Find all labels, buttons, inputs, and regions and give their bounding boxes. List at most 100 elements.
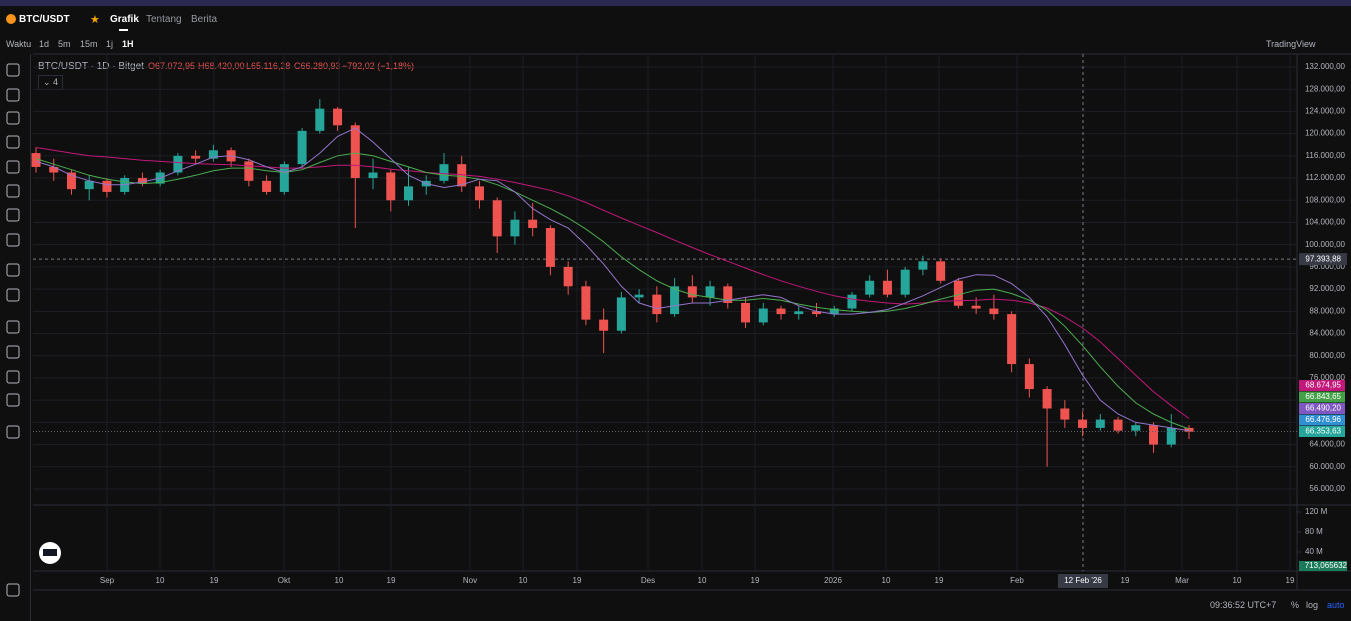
candle-body — [563, 266, 573, 287]
candle-body — [102, 180, 112, 192]
candle-body — [1007, 314, 1017, 365]
percent-toggle[interactable]: % — [1291, 600, 1300, 610]
candle-body — [510, 219, 520, 237]
left-toolbar — [0, 54, 31, 621]
tool-icon — [6, 263, 20, 277]
candle-body — [439, 164, 449, 181]
x-tick-label: 10 — [882, 576, 891, 585]
crosshair-label-bg — [1299, 253, 1347, 266]
y-tick-label: 84.000,00 — [1309, 329, 1345, 338]
candle-body — [581, 286, 591, 320]
tool-icon — [6, 370, 20, 384]
frame-top — [0, 0, 1351, 6]
legend-change: −792,02 (−1,18%) — [342, 61, 415, 71]
y-tick-label: 132.000,00 — [1305, 62, 1346, 71]
candle-body — [49, 166, 59, 173]
x-tick-label: 10 — [156, 576, 165, 585]
candle-body — [84, 180, 94, 190]
price-label-bg — [1299, 380, 1345, 392]
candle-body — [794, 311, 804, 315]
candle-body — [528, 219, 538, 229]
x-tick-label: 2026 — [824, 576, 842, 585]
candle-body — [989, 308, 999, 315]
candle-body — [652, 294, 662, 315]
tv-logo-mark — [43, 549, 57, 556]
symbol[interactable]: BTC/USDT — [19, 14, 70, 25]
moving-average — [35, 127, 1190, 432]
candle-body — [492, 200, 502, 237]
tool-icon — [6, 288, 20, 302]
candle-body — [333, 108, 343, 126]
candle-body — [882, 280, 892, 295]
star[interactable]: ★ — [90, 14, 100, 26]
x-tick-label: 19 — [573, 576, 582, 585]
tab[interactable]: Tentang — [146, 14, 182, 25]
brand[interactable]: TradingView — [1266, 39, 1316, 49]
tool-icon — [6, 208, 20, 222]
toolbar-item[interactable]: Waktu — [6, 39, 32, 49]
y-tick-label: 108.000,00 — [1305, 195, 1346, 204]
toolbar-item[interactable]: 1j — [106, 39, 114, 49]
candle-body — [776, 308, 786, 315]
tool-icon — [6, 184, 20, 198]
legend-open: O67.072,95 — [148, 61, 196, 71]
candle-body — [687, 286, 697, 298]
x-tick-label: Feb — [1010, 576, 1024, 585]
x-tick-label: 10 — [1233, 576, 1242, 585]
candle-body — [545, 228, 555, 267]
candle-body — [66, 172, 76, 190]
candle-body — [741, 302, 751, 323]
candle-body — [1166, 427, 1176, 445]
price-label-bg — [1299, 426, 1345, 438]
candle-body — [1095, 419, 1105, 428]
x-tick-label: Des — [641, 576, 655, 585]
candle-body — [847, 294, 857, 309]
x-tick-label: 10 — [698, 576, 707, 585]
toolbar-item[interactable]: 15m — [80, 39, 98, 49]
indicator-count: 4 — [53, 77, 59, 87]
candle-body — [900, 269, 910, 295]
volume-label-bg — [1299, 561, 1347, 571]
crosshair-price: 97.393,88 — [1305, 254, 1341, 263]
candle-body — [758, 308, 768, 323]
toolbar-item[interactable]: 1d — [39, 39, 50, 49]
candle-body — [173, 155, 183, 173]
candle-body — [616, 297, 626, 331]
x-tick-label: Sep — [100, 576, 115, 585]
x-tick-label: Okt — [278, 576, 291, 585]
y-tick-label: 60.000,00 — [1309, 462, 1345, 471]
tab[interactable]: Grafik — [110, 14, 139, 25]
legend-low: L65.116,28 — [246, 61, 291, 71]
y-tick-label: 64.000,00 — [1309, 440, 1345, 449]
candle-body — [1024, 364, 1034, 390]
candle-body — [971, 305, 981, 309]
y-tick-label: 56.000,00 — [1309, 484, 1345, 493]
tab[interactable]: Berita — [191, 14, 218, 25]
candle-body — [457, 164, 467, 187]
candle-body — [474, 186, 484, 201]
price-label-bg — [1299, 414, 1345, 426]
candle-body — [208, 150, 218, 159]
y-tick-label: 116.000,00 — [1306, 151, 1346, 160]
y-tick-label: 104.000,00 — [1305, 218, 1346, 227]
tool-icon — [6, 320, 20, 334]
candle-body — [918, 261, 928, 270]
candle-body — [1113, 419, 1123, 431]
toolbar-item[interactable]: 1H — [122, 39, 134, 49]
x-tick-label: 19 — [751, 576, 760, 585]
legend-close: C66.280,93 — [294, 61, 341, 71]
log-toggle[interactable]: log — [1306, 600, 1319, 610]
y-tick-label: 92.000,00 — [1309, 284, 1345, 293]
volume-tick-label: 80 M — [1305, 527, 1323, 536]
tool-icon — [6, 233, 20, 247]
candle-body — [1131, 425, 1141, 431]
x-tick-label: 19 — [935, 576, 944, 585]
auto-toggle[interactable]: auto — [1327, 600, 1345, 610]
price-label: 66.353,63 — [1305, 427, 1341, 436]
y-tick-label: 88.000,00 — [1309, 306, 1345, 315]
crosshair-date: 12 Feb '26 — [1064, 576, 1102, 585]
toolbar-item[interactable]: 5m — [58, 39, 71, 49]
y-tick-label: 96.000,00 — [1309, 262, 1345, 271]
x-tick-label: 19 — [1121, 576, 1130, 585]
